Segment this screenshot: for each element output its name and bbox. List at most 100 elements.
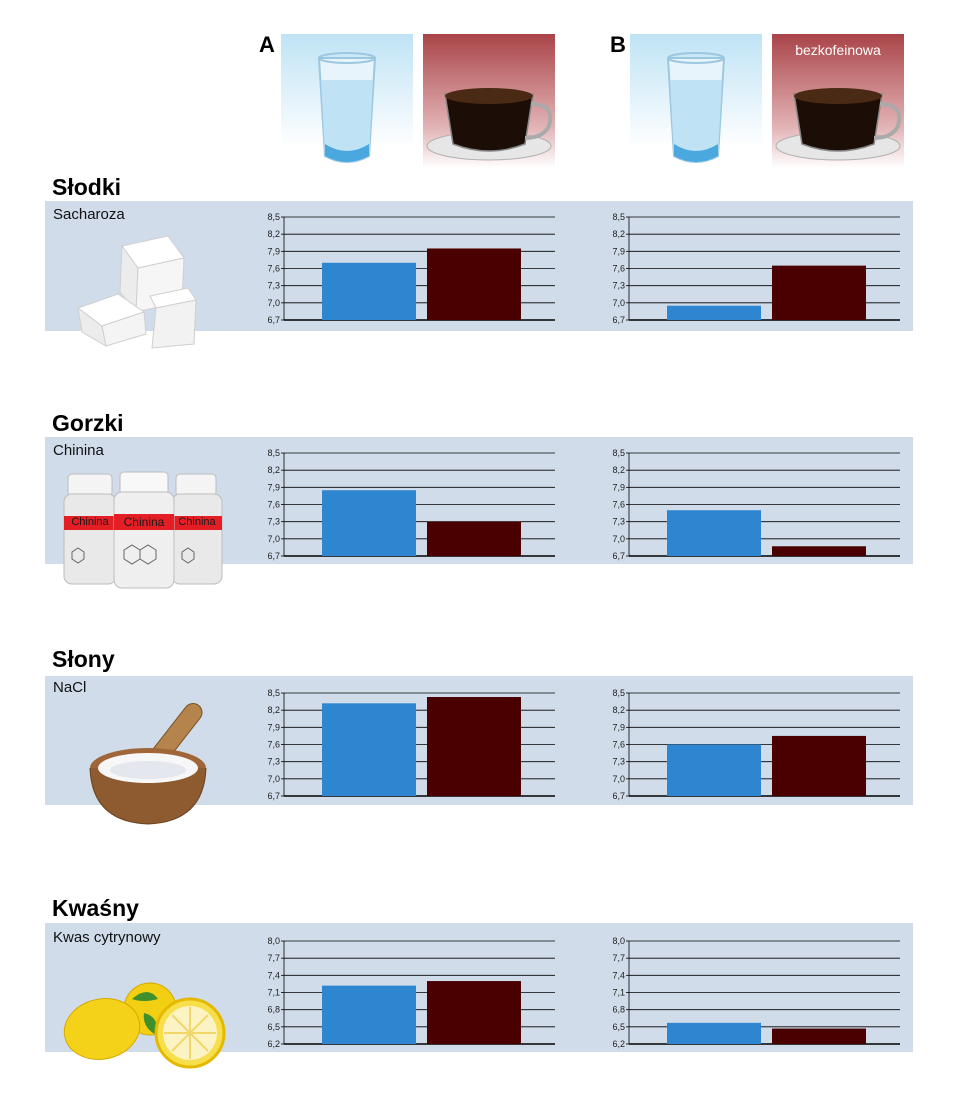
y-tick-label: 7,7 xyxy=(267,953,280,963)
y-tick-label: 7,4 xyxy=(612,970,625,980)
y-tick-label: 7,9 xyxy=(267,722,280,732)
bottle-label-center: Chinina xyxy=(123,515,165,529)
y-tick-label: 8,5 xyxy=(612,688,625,698)
y-tick-label: 8,2 xyxy=(267,465,280,475)
y-tick-label: 7,6 xyxy=(267,500,280,510)
y-tick-label: 7,0 xyxy=(267,774,280,784)
chart-sour-a: 6,2 6,5 6,8 7,1 7,4 7,7 8,0 xyxy=(267,936,555,1049)
chart-sweet-b: 6,7 7,0 7,3 7,6 7,9 8,2 8,5 xyxy=(612,212,900,325)
y-tick-label: 8,5 xyxy=(612,212,625,222)
lemons-icon xyxy=(63,982,226,1069)
sugar-cubes-icon xyxy=(76,235,197,349)
compound-label-bitter: Chinina xyxy=(53,442,104,459)
y-tick-label: 8,0 xyxy=(267,936,280,946)
water-bar xyxy=(667,510,761,556)
water-glass-image-b xyxy=(630,34,762,168)
y-tick-label: 7,6 xyxy=(612,500,625,510)
y-tick-label: 7,3 xyxy=(612,757,625,767)
y-tick-label: 7,0 xyxy=(267,534,280,544)
coffee-cup-icon xyxy=(775,88,902,161)
coffee-bar xyxy=(427,981,521,1044)
chart-sour-b: 6,2 6,5 6,8 7,1 7,4 7,7 8,0 xyxy=(612,936,900,1049)
decaf-coffee-image-b: bezkofeinowa xyxy=(772,34,904,168)
chart-bitter-b: 6,7 7,0 7,3 7,6 7,9 8,2 8,5 xyxy=(612,448,900,561)
y-tick-label: 7,6 xyxy=(612,740,625,750)
chart-sweet-a: 6,7 7,0 7,3 7,6 7,9 8,2 8,5 xyxy=(267,212,555,325)
y-tick-label: 6,8 xyxy=(612,1005,625,1015)
row-title-bitter: Gorzki xyxy=(52,410,124,436)
salt-mortar-icon xyxy=(89,703,207,825)
y-tick-label: 8,5 xyxy=(267,448,280,458)
y-tick-label: 6,7 xyxy=(267,551,280,561)
water-bar xyxy=(667,744,761,796)
coffee-bar xyxy=(772,735,866,796)
y-tick-label: 6,8 xyxy=(267,1005,280,1015)
water-glass-icon xyxy=(666,52,726,163)
y-tick-label: 7,0 xyxy=(612,774,625,784)
y-tick-label: 8,0 xyxy=(612,936,625,946)
y-tick-label: 6,7 xyxy=(612,791,625,801)
y-tick-label: 8,2 xyxy=(267,705,280,715)
column-b-label: B xyxy=(610,32,626,57)
y-tick-label: 7,9 xyxy=(612,246,625,256)
y-tick-label: 6,2 xyxy=(267,1039,280,1049)
y-tick-label: 7,9 xyxy=(612,482,625,492)
coffee-bar xyxy=(427,248,521,320)
column-a-label: A xyxy=(259,32,275,57)
y-tick-label: 7,3 xyxy=(612,281,625,291)
chart-bitter-a: 6,7 7,0 7,3 7,6 7,9 8,2 8,5 xyxy=(267,448,555,561)
y-tick-label: 7,1 xyxy=(612,988,625,998)
coffee-bar xyxy=(772,265,866,320)
y-tick-label: 7,6 xyxy=(612,264,625,274)
chart-salty-b: 6,7 7,0 7,3 7,6 7,9 8,2 8,5 xyxy=(612,688,900,801)
water-bar xyxy=(322,985,416,1044)
compound-label-sweet: Sacharoza xyxy=(53,206,125,223)
bottle-label-left: Chinina xyxy=(71,516,109,528)
y-tick-label: 8,2 xyxy=(612,465,625,475)
y-tick-label: 6,7 xyxy=(612,551,625,561)
water-bar xyxy=(667,1022,761,1044)
quinine-bottles-icon xyxy=(63,471,223,589)
y-tick-label: 7,3 xyxy=(267,281,280,291)
water-bar xyxy=(322,703,416,796)
y-tick-label: 6,2 xyxy=(612,1039,625,1049)
water-bar xyxy=(667,305,761,320)
y-tick-label: 7,6 xyxy=(267,740,280,750)
y-tick-label: 8,2 xyxy=(612,229,625,239)
y-tick-label: 6,7 xyxy=(267,791,280,801)
water-glass-icon xyxy=(317,52,377,163)
y-tick-label: 8,5 xyxy=(267,688,280,698)
y-tick-label: 7,9 xyxy=(612,722,625,732)
y-tick-label: 7,3 xyxy=(267,517,280,527)
y-tick-label: 6,7 xyxy=(612,315,625,325)
y-tick-label: 7,6 xyxy=(267,264,280,274)
water-bar xyxy=(322,490,416,556)
y-tick-label: 7,7 xyxy=(612,953,625,963)
y-tick-label: 7,3 xyxy=(612,517,625,527)
y-tick-label: 7,9 xyxy=(267,482,280,492)
row-title-sweet: Słodki xyxy=(52,174,122,200)
y-tick-label: 6,7 xyxy=(267,315,280,325)
y-tick-label: 6,5 xyxy=(267,1022,280,1032)
row-title-salty: Słony xyxy=(52,646,115,672)
water-bar xyxy=(322,262,416,320)
coffee-bar xyxy=(427,521,521,556)
y-tick-label: 8,5 xyxy=(612,448,625,458)
row-title-sour: Kwaśny xyxy=(52,895,139,921)
y-tick-label: 8,2 xyxy=(612,705,625,715)
water-glass-image-a xyxy=(281,34,413,168)
y-tick-label: 7,4 xyxy=(267,970,280,980)
y-tick-label: 7,0 xyxy=(612,534,625,544)
coffee-bar xyxy=(772,546,866,556)
y-tick-label: 8,2 xyxy=(267,229,280,239)
y-tick-label: 7,1 xyxy=(267,988,280,998)
coffee-bar xyxy=(427,697,521,796)
coffee-cup-image-a xyxy=(423,34,555,168)
y-tick-label: 7,9 xyxy=(267,246,280,256)
compound-label-salty: NaCl xyxy=(53,679,87,696)
y-tick-label: 8,5 xyxy=(267,212,280,222)
chart-salty-a: 6,7 7,0 7,3 7,6 7,9 8,2 8,5 xyxy=(267,688,555,801)
coffee-bar xyxy=(772,1028,866,1044)
coffee-cup-icon xyxy=(426,88,553,161)
decaf-label: bezkofeinowa xyxy=(795,42,881,58)
